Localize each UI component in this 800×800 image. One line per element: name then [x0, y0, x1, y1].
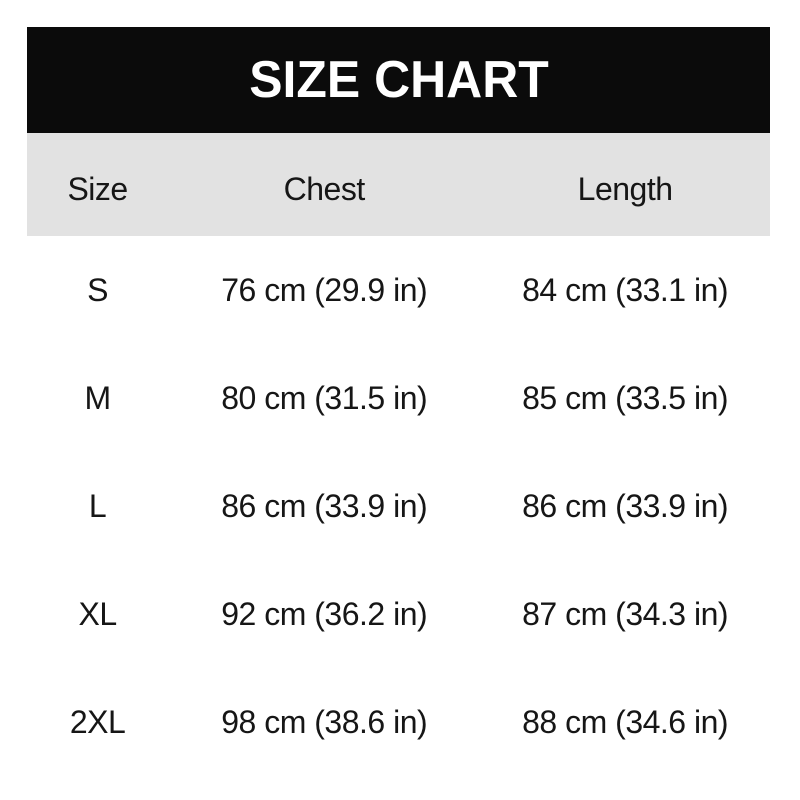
cell-chest: 98 cm (38.6 in): [221, 703, 428, 740]
cell-size: 2XL: [69, 703, 126, 740]
cell-size: M: [84, 379, 112, 416]
table-row: M 80 cm (31.5 in) 85 cm (33.5 in): [27, 344, 770, 452]
cell-length: 84 cm (33.1 in): [522, 271, 729, 308]
size-chart-banner: SIZE CHART: [27, 27, 770, 133]
table-row: XL 92 cm (36.2 in) 87 cm (34.3 in): [27, 560, 770, 668]
cell-length: 86 cm (33.9 in): [522, 487, 729, 524]
cell-length: 87 cm (34.3 in): [522, 595, 729, 632]
size-chart: SIZE CHART Size Chest Length S 76 cm (29…: [27, 27, 770, 776]
cell-length: 88 cm (34.6 in): [522, 703, 729, 740]
cell-size: S: [87, 271, 108, 308]
cell-chest: 92 cm (36.2 in): [221, 595, 428, 632]
cell-chest: 86 cm (33.9 in): [221, 487, 428, 524]
cell-size: XL: [78, 595, 118, 632]
table-row: S 76 cm (29.9 in) 84 cm (33.1 in): [27, 236, 770, 344]
table-row: 2XL 98 cm (38.6 in) 88 cm (34.6 in): [27, 668, 770, 776]
column-header-size: Size: [67, 171, 128, 207]
cell-chest: 76 cm (29.9 in): [221, 271, 428, 308]
cell-size: L: [88, 487, 107, 524]
cell-length: 85 cm (33.5 in): [522, 379, 729, 416]
column-header-chest: Chest: [283, 171, 366, 207]
column-header-length: Length: [577, 171, 673, 207]
table-row: L 86 cm (33.9 in) 86 cm (33.9 in): [27, 452, 770, 560]
cell-chest: 80 cm (31.5 in): [221, 379, 428, 416]
table-header-row: Size Chest Length: [27, 133, 770, 236]
size-chart-title: SIZE CHART: [248, 51, 549, 109]
